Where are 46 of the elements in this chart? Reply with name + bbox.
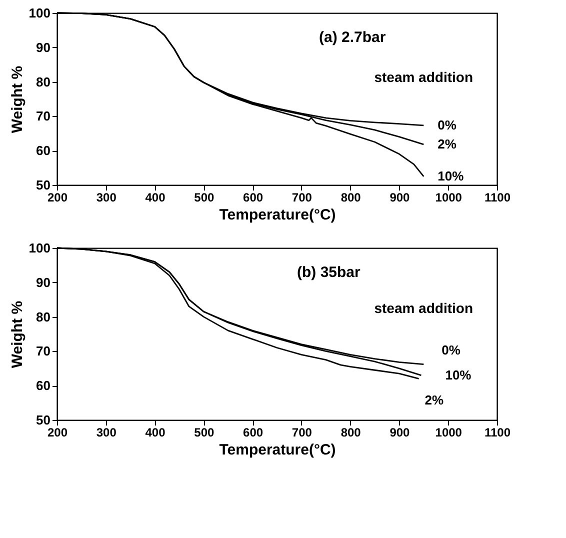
x-tick-label: 1100 bbox=[484, 426, 511, 440]
x-tick-label: 300 bbox=[96, 190, 117, 204]
legend-title: steam addition bbox=[374, 69, 473, 85]
x-tick-label: 900 bbox=[390, 426, 410, 440]
y-tick-label: 80 bbox=[36, 309, 50, 324]
x-tick-label: 200 bbox=[47, 426, 68, 440]
y-axis-title: Weight % bbox=[8, 66, 26, 134]
y-tick-label: 60 bbox=[36, 143, 50, 158]
x-tick-label: 600 bbox=[243, 426, 264, 440]
series-label: 10% bbox=[438, 168, 464, 184]
series-label: 0% bbox=[438, 117, 457, 132]
x-tick-label: 800 bbox=[340, 426, 362, 440]
x-tick-label: 200 bbox=[47, 190, 68, 204]
y-axis-title: Weight % bbox=[8, 300, 26, 368]
y-tick-label: 70 bbox=[36, 344, 50, 359]
series-label: 0% bbox=[442, 342, 461, 358]
x-tick-label: 900 bbox=[390, 190, 410, 204]
series-label: 2% bbox=[438, 136, 457, 152]
series-label: 2% bbox=[424, 392, 444, 408]
x-tick-label: 500 bbox=[194, 426, 214, 440]
x-tick-label: 600 bbox=[243, 190, 264, 204]
y-tick-label: 50 bbox=[36, 178, 50, 192]
x-tick-label: 1000 bbox=[435, 426, 462, 440]
y-tick-label: 70 bbox=[36, 108, 50, 124]
x-tick-label: 400 bbox=[145, 190, 166, 204]
y-tick-label: 90 bbox=[36, 40, 50, 55]
x-axis-title: Temperature(°C) bbox=[219, 442, 336, 458]
x-tick-label: 400 bbox=[145, 426, 166, 440]
x-axis-title: Temperature(°C) bbox=[219, 206, 336, 224]
annotation: (b) 35bar bbox=[297, 264, 361, 281]
x-tick-label: 500 bbox=[194, 190, 214, 204]
y-tick-label: 60 bbox=[36, 378, 50, 394]
y-tick-label: 80 bbox=[36, 74, 50, 90]
y-tick-label: 90 bbox=[36, 274, 50, 290]
series-label: 10% bbox=[445, 367, 472, 382]
y-tick-label: 100 bbox=[28, 240, 50, 256]
x-tick-label: 700 bbox=[292, 190, 312, 204]
x-tick-label: 800 bbox=[340, 190, 362, 204]
legend-title: steam addition bbox=[374, 300, 473, 316]
x-tick-label: 700 bbox=[292, 426, 312, 440]
x-tick-label: 1000 bbox=[435, 190, 462, 204]
y-tick-label: 50 bbox=[36, 412, 50, 428]
annotation: (a) 2.7bar bbox=[319, 29, 386, 46]
x-tick-label: 300 bbox=[96, 426, 117, 440]
x-tick-label: 1100 bbox=[484, 190, 511, 204]
y-tick-label: 100 bbox=[28, 6, 50, 20]
